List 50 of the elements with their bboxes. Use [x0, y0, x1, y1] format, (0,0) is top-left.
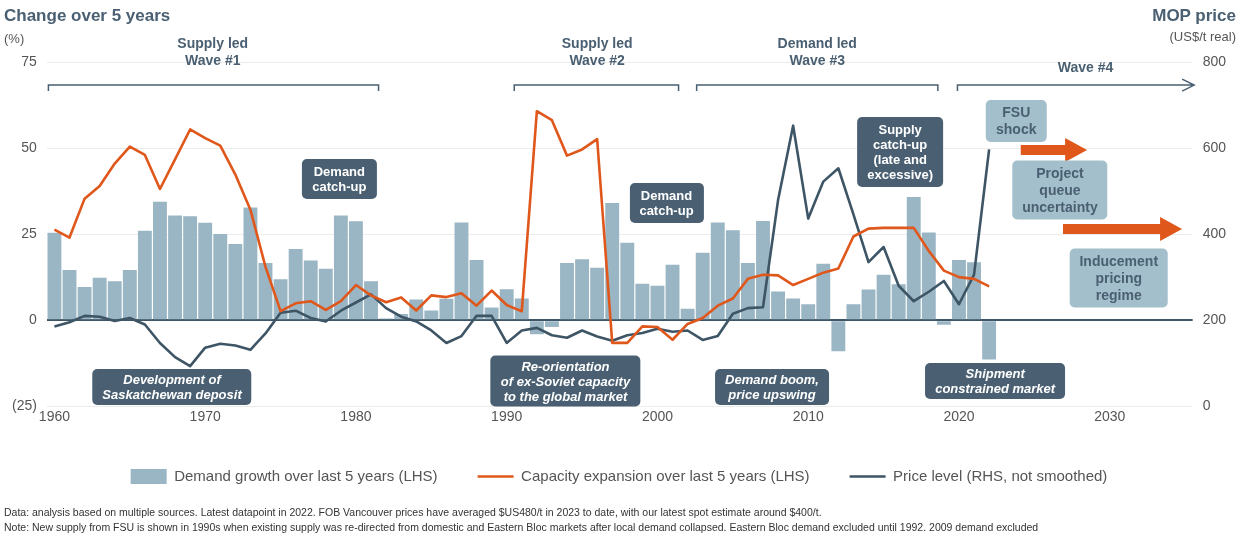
bar	[831, 321, 846, 352]
y2-tick-label: 600	[1202, 138, 1227, 155]
x-tick-label: 1980	[340, 408, 372, 425]
chart-title: Change over 5 years	[4, 6, 171, 26]
annotation: Inducement pricing regime	[1069, 248, 1169, 308]
y2-tick-label: 400	[1202, 224, 1227, 241]
annotation: Demand catch-up	[629, 182, 704, 223]
y-tick-label: (25)	[11, 397, 37, 414]
bar	[665, 264, 680, 320]
bar	[982, 321, 997, 360]
annotation: Supply catch-up (late and excessive)	[857, 117, 944, 188]
text: Note: New supply from FSU is shown in 1990s when existing supply was re-directed from domestic and Eastern Bloc markets after local demand collapsed. Eastern Bloc demand excluded until 1992. 2009 demand excluded	[4, 520, 1040, 535]
y-axis-title: (%)	[4, 31, 25, 46]
y-tick-label: 50	[21, 138, 38, 155]
bar	[936, 321, 951, 325]
legend-label: Price level (RHS, not smoothed)	[893, 466, 1108, 484]
y2-axis-title: MOP price (US$/t real)	[1152, 6, 1236, 46]
text: Data: analysis based on multiple sources. Latest datapoint in 2022. FOB Vancouver prices have averaged $US480/t in 2023 to date, with our latest spot estimate around $400/t.	[4, 505, 823, 520]
bar	[62, 269, 77, 320]
legend-label: Capacity expansion over last 5 years (LHS)	[521, 466, 810, 484]
y-tick-label: 25	[21, 224, 38, 241]
x-tick-label: 1960	[38, 408, 71, 425]
annotation: Development of Saskatchewan deposit	[92, 368, 252, 405]
annotation: Supply led Wave #2	[561, 34, 633, 69]
y-tick-label: 75	[21, 52, 38, 69]
annotation: Supply led Wave #1	[177, 34, 249, 69]
annotation: Shipment constrained market	[925, 363, 1066, 400]
annotation: Project queue uncertainty	[1012, 160, 1108, 220]
bar	[861, 289, 876, 320]
bar	[454, 222, 469, 320]
bar	[846, 304, 861, 320]
annotation: Demand boom, price upswing	[715, 368, 829, 405]
x-tick-label: 2010	[792, 408, 824, 425]
y-tick-label: 0	[29, 311, 38, 328]
x-tick-label: 2020	[943, 408, 975, 425]
annotation: Wave #4	[1057, 58, 1114, 76]
annotation: FSU shock	[986, 100, 1047, 143]
y2-tick-label: 0	[1202, 397, 1211, 414]
annotation: Demand catch-up	[302, 159, 377, 200]
annotation: Re-orientation of ex-Soviet capacity to the global market	[490, 355, 641, 407]
x-tick-label: 1990	[491, 408, 523, 425]
legend-label: Demand growth over last 5 years (LHS)	[174, 466, 438, 484]
x-tick-label: 2030	[1094, 408, 1126, 425]
x-tick-label: 2000	[641, 408, 674, 425]
y2-tick-label: 800	[1202, 52, 1227, 69]
bar	[650, 285, 665, 320]
annotation: Demand led Wave #3	[777, 34, 857, 69]
bar	[47, 232, 62, 320]
x-tick-label: 1970	[189, 408, 221, 425]
y2-tick-label: 200	[1202, 311, 1227, 328]
